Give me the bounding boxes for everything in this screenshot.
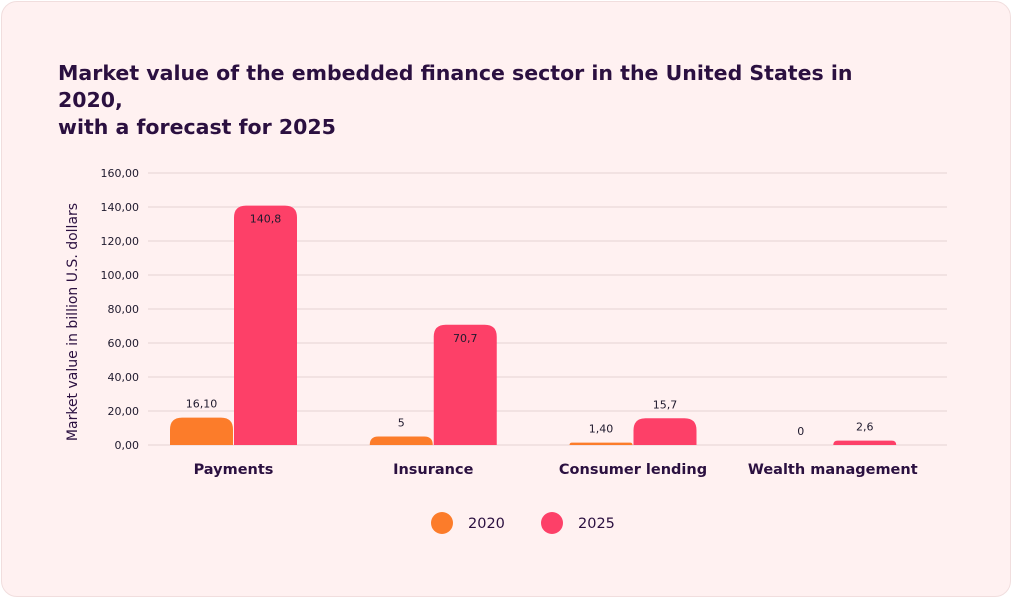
data-label: 70,7: [453, 332, 478, 345]
legend-label-2025: 2025: [578, 516, 615, 532]
bar-2020-insurance: [369, 436, 433, 445]
x-category-label: Payments: [194, 462, 274, 478]
y-tick-label: 80,00: [108, 303, 140, 316]
y-tick-label: 120,00: [101, 235, 140, 248]
bar-2025-insurance: [433, 324, 497, 445]
y-tick-label: 160,00: [101, 167, 140, 180]
bar-2025-wealth-management: [833, 440, 897, 445]
legend: 2020 2025: [431, 512, 615, 534]
legend-label-2020: 2020: [468, 516, 505, 532]
y-axis-ticks: 0,00 20,00 40,00 60,00 80,00 100,00 120,00 140,…: [101, 167, 140, 452]
chart-title: Market value of the embedded finance sec…: [58, 60, 918, 141]
chart-title-line-2: with a forecast for 2025: [58, 115, 336, 139]
y-tick-label: 40,00: [108, 371, 140, 384]
data-label: 140,8: [250, 213, 282, 226]
legend-swatch-2020: [431, 512, 453, 534]
y-tick-label: 140,00: [101, 201, 140, 214]
data-label: 15,7: [653, 398, 678, 411]
data-label: 16,10: [186, 398, 218, 411]
x-category-label: Wealth management: [748, 462, 918, 478]
y-tick-label: 20,00: [108, 405, 140, 418]
data-label: 2,6: [856, 421, 874, 434]
bar-2025-payments: [234, 205, 297, 445]
bar-2020-consumer-lending: [569, 442, 633, 445]
y-tick-label: 100,00: [101, 269, 140, 282]
bar-2025-consumer-lending: [633, 418, 697, 445]
y-tick-label: 0,00: [115, 439, 140, 452]
data-label: 5: [398, 417, 405, 430]
y-tick-label: 60,00: [108, 337, 140, 350]
x-category-label: Insurance: [393, 462, 474, 478]
x-category-label: Consumer lending: [559, 462, 707, 478]
x-axis-categories: Payments Insurance Consumer lending Wealth …: [194, 462, 918, 478]
bars: [170, 205, 897, 445]
chart-title-line-1: Market value of the embedded finance sec…: [58, 61, 853, 112]
y-axis-title: Market value in billion U.S. dollars: [65, 203, 81, 441]
data-labels: 16,10 140,8 5 70,7 1,40 15,7 0 2,6: [186, 213, 874, 438]
legend-swatch-2025: [541, 512, 563, 534]
bar-2020-payments: [170, 417, 233, 445]
data-label: 1,40: [589, 423, 614, 436]
data-label: 0: [797, 425, 804, 438]
